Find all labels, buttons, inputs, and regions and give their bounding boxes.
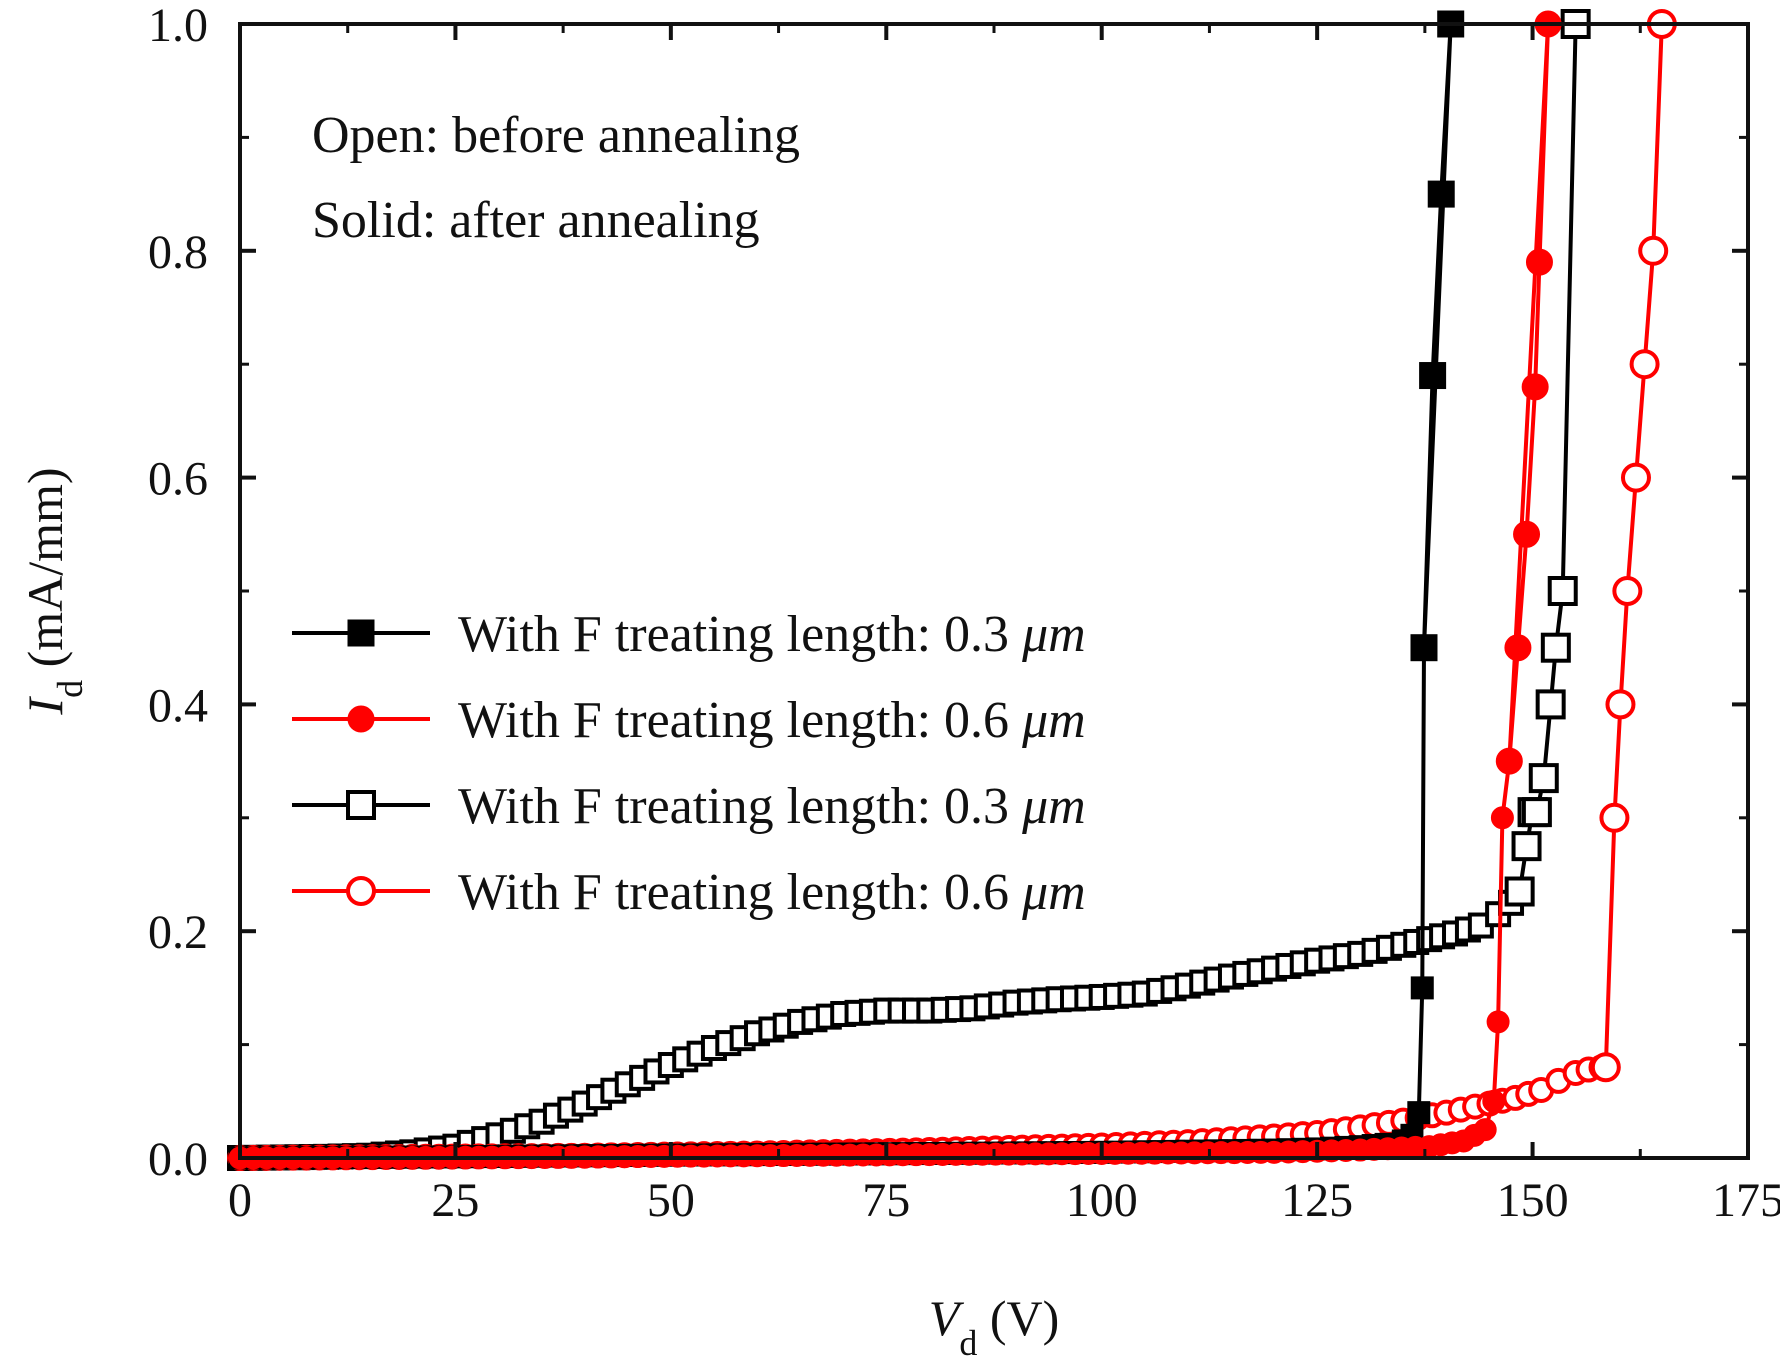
data-point-major [1521, 373, 1549, 401]
data-point-major [1535, 689, 1566, 720]
data-point-major [1547, 576, 1578, 606]
axis-unit: (V) [977, 1290, 1059, 1346]
axis-unit: (mA/mm) [17, 467, 73, 679]
x-tick-label: 125 [1281, 1174, 1353, 1227]
legend-label-text: With F treating length: 0.6 [458, 692, 1022, 749]
data-point-major [1513, 520, 1541, 548]
data-point [1490, 806, 1514, 830]
legend-label: With F treating length: 0.6 μm [458, 692, 1086, 749]
data-point-major [1525, 248, 1553, 276]
x-tick-label: 0 [228, 1174, 252, 1227]
data-point [1407, 1101, 1431, 1125]
x-tick-label: 50 [647, 1174, 695, 1227]
data-point-major [1599, 802, 1630, 833]
legend-marker [347, 705, 375, 733]
legend-entry: With F treating length: 0.6 μm [292, 692, 1086, 749]
data-point [1473, 1118, 1497, 1142]
data-point-major [1504, 876, 1535, 907]
data-point [1486, 1010, 1510, 1034]
x-tick-label: 100 [1066, 1174, 1138, 1227]
data-point-major [1511, 831, 1542, 862]
x-tick-label: 150 [1497, 1174, 1569, 1227]
annotation-solid: Solid: after annealing [312, 192, 760, 249]
x-tick-label: 175 [1712, 1174, 1780, 1227]
x-tick-label: 25 [431, 1174, 479, 1227]
annotation-open: Open: before annealing [312, 107, 800, 164]
legend-entry: With F treating length: 0.3 μm [292, 606, 1086, 663]
legend-label-text: With F treating length: 0.6 [458, 864, 1022, 921]
legend-label: With F treating length: 0.3 μm [458, 606, 1086, 663]
x-axis-label: Vd (V) [929, 1290, 1059, 1359]
legend-label: With F treating length: 0.6 μm [458, 864, 1086, 921]
data-point-major [1410, 634, 1438, 662]
y-tick-label: 0.2 [148, 906, 208, 959]
legend-label-unit: μm [1021, 864, 1086, 921]
y-tick-label: 0.8 [148, 226, 208, 279]
data-point-major [1590, 1052, 1621, 1083]
axis-symbol: V [929, 1290, 965, 1346]
data-point-major [1612, 576, 1643, 606]
data-point-major [1528, 763, 1559, 794]
legend-marker [346, 876, 376, 906]
data-point-major [1504, 634, 1532, 662]
x-tick-label: 75 [862, 1174, 910, 1227]
legend-marker [347, 619, 375, 647]
axis-symbol: I [17, 696, 73, 716]
axis-subscript: d [50, 680, 90, 698]
legend-entry: With F treating length: 0.3 μm [292, 778, 1086, 835]
data-point [1410, 976, 1434, 1000]
legend-entry: With F treating length: 0.6 μm [292, 864, 1086, 921]
data-point-major [1419, 362, 1447, 390]
data-point-major [1638, 235, 1669, 266]
legend-label-text: With F treating length: 0.3 [458, 606, 1022, 663]
data-point-major [1495, 747, 1523, 775]
y-tick-label: 1.0 [148, 0, 208, 52]
tick-labels: 0 25 50 75 100 125 150 175 0.0 0.2 0.4 0.6 0.8 1.0 [148, 0, 1780, 1227]
data-point-major [1605, 689, 1636, 720]
y-axis-label: Id (mA/mm) [17, 467, 90, 715]
y-tick-label: 0.4 [148, 679, 208, 732]
y-tick-label: 0.6 [148, 453, 208, 506]
data-point-major [1521, 797, 1552, 828]
y-tick-label: 0.0 [148, 1133, 208, 1186]
data-point-major [1427, 180, 1455, 208]
legend-label: With F treating length: 0.3 μm [458, 778, 1086, 835]
data-point [1482, 1089, 1506, 1113]
legend-marker [346, 790, 376, 820]
legend-label-unit: μm [1021, 606, 1086, 663]
legend-label-unit: μm [1021, 692, 1086, 749]
data-point-major [1620, 462, 1651, 493]
axis-subscript: d [959, 1323, 977, 1359]
data-point-major [1540, 632, 1571, 663]
axis-ticks [238, 22, 1750, 1160]
data-point-major [1629, 349, 1660, 380]
legend-label-text: With F treating length: 0.3 [458, 778, 1022, 835]
legend-label-unit: μm [1021, 778, 1086, 835]
